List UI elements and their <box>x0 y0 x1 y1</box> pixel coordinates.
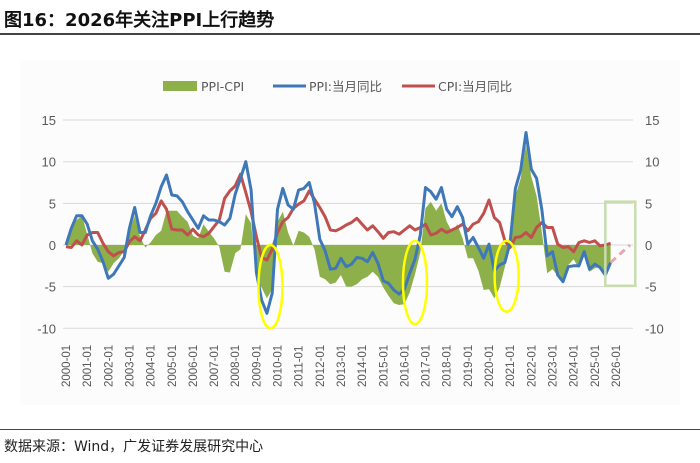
x-tick: 2019-01 <box>463 345 475 387</box>
area-ppi-cpi <box>66 145 611 305</box>
x-tick: 2025-01 <box>590 345 602 387</box>
y-tick-right: -5 <box>645 280 657 295</box>
title-divider <box>0 33 700 35</box>
y-tick-right: 15 <box>645 113 659 128</box>
x-tick: 2006-01 <box>188 345 200 387</box>
legend-label-cpi: CPI:当月同比 <box>438 79 512 94</box>
forecast-dashed-line <box>609 243 632 264</box>
x-tick: 2001-01 <box>82 345 94 387</box>
x-tick: 2023-01 <box>547 345 559 387</box>
forecast-highlight-box <box>604 200 637 288</box>
x-tick: 2013-01 <box>336 345 348 387</box>
y-tick-left: 15 <box>42 113 56 128</box>
y-tick-right: 10 <box>645 155 659 170</box>
x-tick: 2018-01 <box>442 345 454 387</box>
legend-swatch-ppi-cpi <box>163 81 197 91</box>
figure-title: 图16：2026年关注PPI上行趋势 <box>4 10 275 31</box>
y-tick-right: 5 <box>645 196 652 211</box>
highlight-ellipse <box>401 239 429 326</box>
x-tick: 2016-01 <box>399 345 411 387</box>
x-tick: 2017-01 <box>421 345 433 387</box>
line-cpi <box>65 172 612 262</box>
x-tick: 2000-01 <box>61 345 73 387</box>
x-tick: 2005-01 <box>167 345 179 387</box>
y-tick-left: 0 <box>49 238 56 253</box>
highlight-ellipse <box>257 243 284 330</box>
x-tick: 2021-01 <box>505 345 517 387</box>
x-tick: 2008-01 <box>230 345 242 387</box>
x-tick: 2002-01 <box>103 345 115 387</box>
x-tick: 2003-01 <box>124 345 136 387</box>
x-tick: 2004-01 <box>146 345 158 387</box>
x-tick: 2011-01 <box>294 346 306 387</box>
source-note: 数据来源：Wind，广发证券发展研究中心 <box>4 439 264 455</box>
x-tick: 2012-01 <box>315 345 327 387</box>
legend-label-ppi: PPI:当月同比 <box>309 79 382 94</box>
x-tick: 2010-01 <box>273 345 285 387</box>
x-tick: 2014-01 <box>357 345 369 387</box>
x-tick: 2026-01 <box>611 345 623 387</box>
y-tick-right: 0 <box>645 238 652 253</box>
x-tick: 2020-01 <box>484 345 496 387</box>
y-tick-left: -10 <box>37 321 56 336</box>
line-ppi <box>64 131 612 315</box>
x-tick: 2007-01 <box>209 345 221 387</box>
highlight-ellipse <box>493 239 520 313</box>
y-tick-left: 10 <box>42 155 56 170</box>
x-tick: 2022-01 <box>526 345 538 387</box>
y-tick-left: 5 <box>49 196 56 211</box>
y-tick-left: -5 <box>44 280 56 295</box>
x-tick: 2009-01 <box>251 345 263 387</box>
legend-label-ppi-cpi: PPI-CPI <box>201 79 244 94</box>
y-tick-right: -10 <box>645 321 664 336</box>
source-divider <box>0 429 700 430</box>
x-tick: 2024-01 <box>569 345 581 387</box>
x-tick: 2015-01 <box>378 345 390 387</box>
